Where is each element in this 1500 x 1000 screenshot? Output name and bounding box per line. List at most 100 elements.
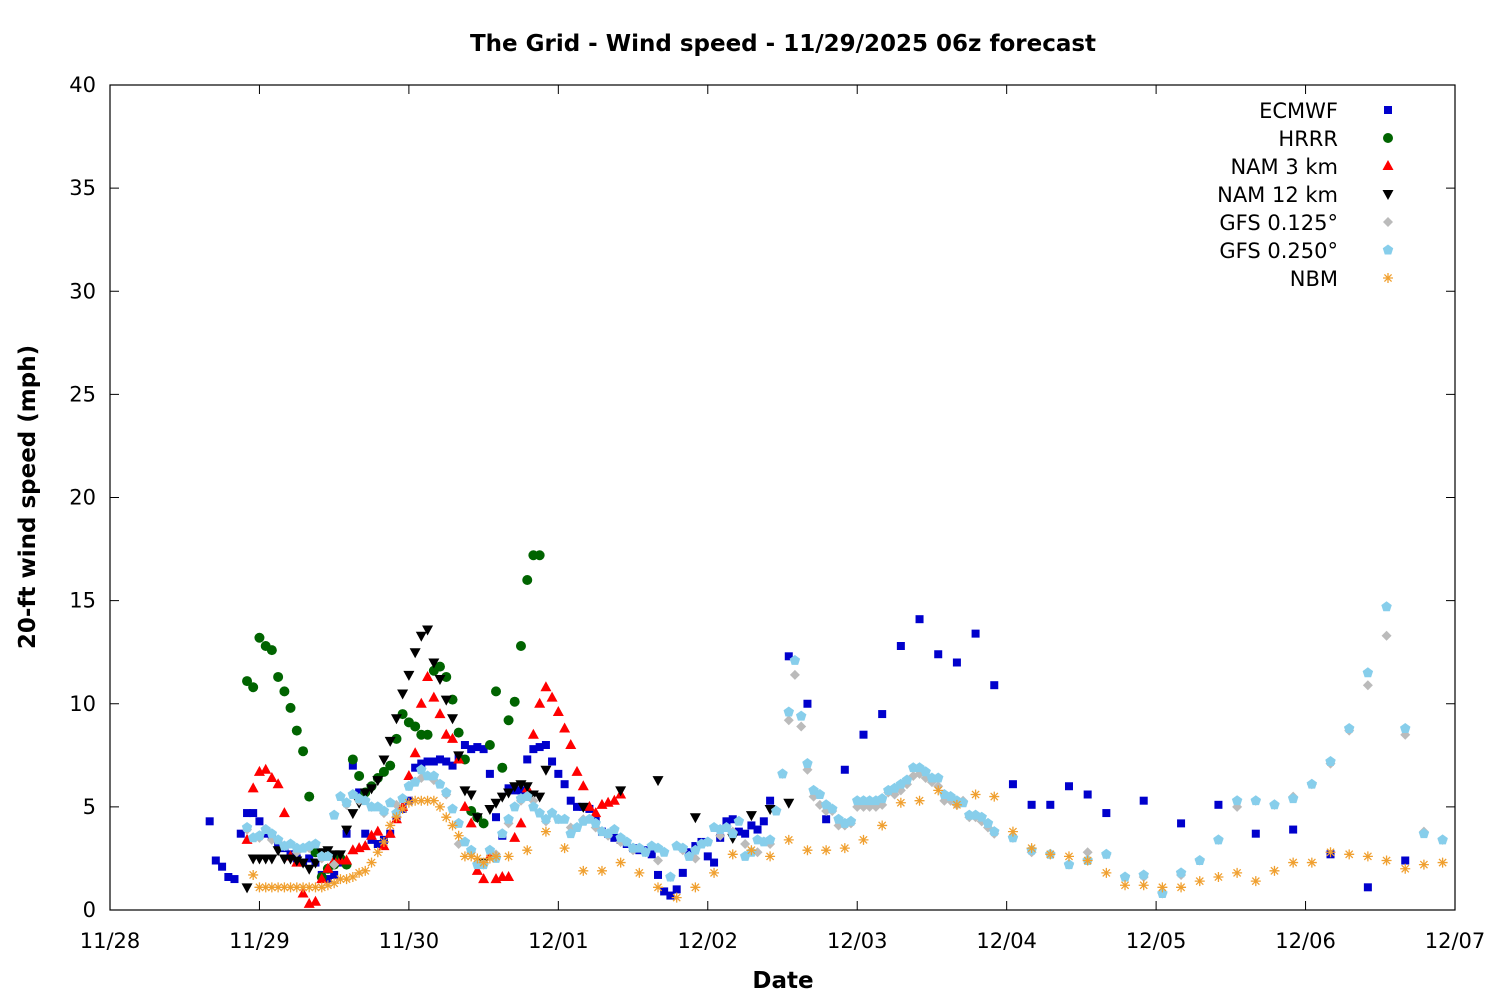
data-point bbox=[540, 765, 552, 776]
data-point bbox=[1120, 880, 1131, 891]
data-point bbox=[241, 883, 253, 894]
data-point bbox=[384, 736, 396, 747]
data-point bbox=[528, 801, 539, 812]
data-point bbox=[429, 757, 438, 766]
data-point bbox=[334, 850, 346, 861]
data-point bbox=[322, 880, 333, 891]
data-point bbox=[448, 761, 457, 770]
x-axis-label: Date bbox=[752, 968, 813, 994]
data-point bbox=[753, 825, 762, 834]
data-point bbox=[1194, 876, 1205, 887]
series-nam-12-km bbox=[241, 625, 795, 894]
data-point bbox=[1400, 723, 1411, 733]
data-point bbox=[453, 830, 464, 841]
data-point bbox=[653, 882, 664, 893]
data-point bbox=[933, 785, 944, 796]
data-point bbox=[1362, 851, 1373, 862]
data-point bbox=[410, 795, 421, 806]
data-point bbox=[249, 809, 258, 818]
data-point bbox=[378, 805, 390, 816]
data-point bbox=[615, 857, 626, 868]
data-point bbox=[415, 697, 427, 708]
data-point bbox=[372, 776, 384, 787]
data-point bbox=[359, 840, 371, 851]
data-point bbox=[248, 682, 259, 693]
series-hrrr bbox=[242, 550, 545, 882]
data-point bbox=[329, 859, 340, 870]
data-point bbox=[540, 681, 552, 692]
data-point bbox=[527, 728, 539, 739]
data-point bbox=[304, 882, 315, 893]
data-point bbox=[279, 882, 290, 893]
data-point bbox=[1288, 857, 1299, 868]
data-point bbox=[428, 770, 440, 781]
data-point bbox=[1231, 795, 1243, 806]
data-point bbox=[503, 871, 515, 881]
data-point bbox=[297, 858, 309, 869]
data-point bbox=[360, 865, 371, 876]
data-point bbox=[266, 772, 278, 782]
data-point bbox=[1418, 859, 1429, 870]
data-point bbox=[521, 782, 533, 793]
data-point bbox=[1064, 782, 1073, 791]
data-point bbox=[759, 817, 768, 826]
data-point bbox=[523, 755, 532, 764]
data-point bbox=[1401, 856, 1410, 865]
data-point bbox=[230, 875, 239, 884]
data-point bbox=[367, 835, 376, 844]
data-point bbox=[577, 780, 589, 791]
data-point bbox=[709, 867, 720, 878]
data-point bbox=[1381, 855, 1392, 866]
data-point bbox=[1250, 876, 1261, 887]
data-point bbox=[272, 778, 284, 789]
data-point bbox=[328, 809, 340, 820]
legend-label: NAM 3 km bbox=[1230, 155, 1338, 179]
data-point bbox=[677, 842, 689, 853]
data-point bbox=[877, 820, 888, 831]
data-point bbox=[347, 754, 358, 765]
legend-marker bbox=[1383, 273, 1393, 283]
data-point bbox=[360, 795, 371, 806]
data-point bbox=[990, 681, 999, 690]
data-point bbox=[878, 710, 887, 719]
legend-entry: NAM 3 km bbox=[1230, 155, 1394, 179]
data-point bbox=[1418, 828, 1430, 839]
data-point bbox=[546, 691, 558, 702]
data-point bbox=[509, 831, 521, 842]
data-point bbox=[802, 845, 813, 856]
data-point bbox=[722, 817, 731, 826]
series-nbm bbox=[248, 785, 1448, 903]
data-point bbox=[1269, 865, 1280, 876]
data-point bbox=[355, 788, 364, 797]
data-point bbox=[541, 741, 550, 749]
data-point bbox=[391, 733, 402, 744]
data-point bbox=[678, 868, 687, 877]
data-point bbox=[366, 784, 378, 795]
data-point bbox=[303, 864, 315, 875]
x-tick-label: 12/01 bbox=[528, 929, 589, 953]
data-point bbox=[565, 828, 576, 839]
data-point bbox=[373, 840, 382, 848]
data-point bbox=[341, 854, 353, 865]
data-point bbox=[278, 807, 290, 818]
data-point bbox=[529, 745, 538, 754]
data-point bbox=[710, 858, 719, 867]
data-point bbox=[273, 882, 284, 893]
data-point bbox=[566, 796, 575, 805]
series-nam-3-km bbox=[241, 670, 627, 908]
data-point bbox=[560, 780, 569, 789]
x-tick-label: 12/07 bbox=[1425, 929, 1486, 953]
data-point bbox=[609, 824, 620, 835]
data-point bbox=[783, 715, 794, 726]
data-point bbox=[1289, 825, 1298, 834]
data-point bbox=[254, 830, 265, 841]
data-point bbox=[1306, 857, 1317, 868]
data-point bbox=[764, 804, 776, 815]
data-point bbox=[484, 853, 495, 864]
data-point bbox=[484, 740, 495, 750]
data-point bbox=[409, 747, 421, 758]
data-point bbox=[796, 721, 807, 732]
data-point bbox=[305, 854, 314, 863]
data-point bbox=[970, 789, 981, 800]
legend: ECMWF HRRR NAM 3 km NAM 12 km GFS 0.125° GFS … bbox=[1217, 99, 1394, 291]
